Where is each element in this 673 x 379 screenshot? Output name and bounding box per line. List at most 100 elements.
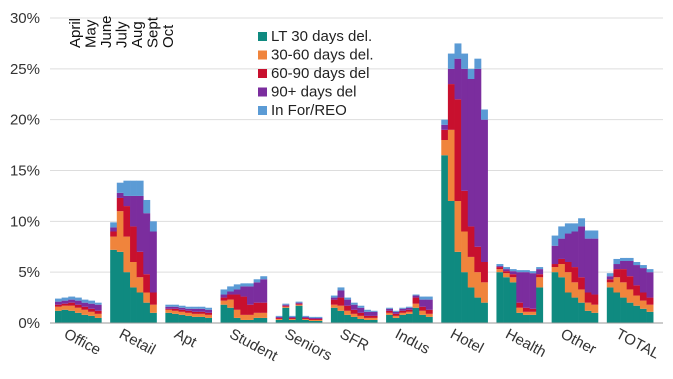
bar-seniors-april-in-for-reo — [275, 315, 283, 317]
bar-sfr-april-60-90-days-del — [330, 299, 338, 305]
bar-other-july-60-90-days-del — [571, 267, 579, 283]
bar-sfr-oct-90-days-del — [370, 311, 378, 316]
bar-retail-july-60-90-days-del — [130, 226, 137, 262]
bar-student-sept-lt-30-days-del — [253, 317, 261, 323]
bar-health-aug-90-days-del — [522, 272, 530, 308]
bar-sfr-aug-30-60-days-del — [357, 315, 365, 319]
bar-health-aug-lt-30-days-del — [522, 314, 530, 323]
bar-student-june-in-for-reo — [233, 284, 241, 290]
y-tick-label-15: 15% — [10, 163, 40, 180]
bar-apt-july-in-for-reo — [185, 306, 193, 309]
bar-retail-oct-30-60-days-del — [149, 304, 157, 313]
bar-other-april-60-90-days-del — [551, 264, 559, 268]
bar-other-sept-30-60-days-del — [584, 302, 592, 311]
bar-apt-june-in-for-reo — [178, 305, 186, 308]
bar-total-july-in-for-reo — [626, 257, 634, 261]
bar-other-july-90-days-del — [571, 231, 579, 268]
bar-office-april-90-days-del — [55, 301, 62, 305]
month-label-may: May — [83, 19, 100, 48]
bar-other-aug-30-60-days-del — [578, 289, 586, 303]
bar-hotel-june-60-90-days-del — [454, 99, 462, 201]
bar-student-july-in-for-reo — [240, 283, 248, 287]
bar-other-june-lt-30-days-del — [564, 292, 572, 323]
bar-hotel-aug-in-for-reo — [467, 68, 475, 79]
bar-office-may-90-days-del — [61, 300, 69, 304]
bar-office-sept-60-90-days-del — [88, 308, 96, 312]
bar-total-july-lt-30-days-del — [626, 302, 634, 323]
bar-other-july-lt-30-days-del — [571, 297, 579, 323]
bar-group-hotel — [441, 43, 488, 323]
bar-group-office — [55, 296, 102, 323]
bar-student-oct-60-90-days-del — [260, 302, 268, 313]
bar-hotel-july-90-days-del — [461, 68, 469, 191]
bar-sfr-sept-60-90-days-del — [364, 315, 371, 318]
bar-indus-july-in-for-reo — [405, 306, 413, 308]
bar-retail-sept-lt-30-days-del — [143, 302, 151, 323]
bar-seniors-sept-30-60-days-del — [308, 319, 316, 321]
legend-swatch-in-for-reo — [258, 106, 267, 115]
bar-office-june-90-days-del — [68, 299, 76, 303]
bar-other-aug-60-90-days-del — [578, 277, 586, 290]
bar-sfr-sept-in-for-reo — [364, 309, 371, 312]
bar-apt-june-30-60-days-del — [178, 311, 186, 315]
bar-group-health — [496, 264, 544, 323]
bar-indus-oct-lt-30-days-del — [425, 316, 433, 323]
bar-retail-april-30-60-days-del — [110, 236, 118, 250]
bar-indus-april-30-60-days-del — [386, 312, 394, 315]
bar-retail-april-lt-30-days-del — [110, 249, 118, 323]
bar-student-oct-in-for-reo — [260, 276, 268, 280]
bar-seniors-may-in-for-reo — [282, 303, 290, 305]
bar-seniors-july-60-90-days-del — [295, 303, 303, 305]
bar-indus-may-60-90-days-del — [392, 313, 400, 316]
bar-hotel-may-lt-30-days-del — [447, 201, 455, 323]
bar-retail-april-60-90-days-del — [110, 231, 118, 237]
x-category-label-sfr: SFR — [337, 326, 372, 355]
legend-swatch-30-60-days-del — [258, 50, 267, 60]
bar-office-may-lt-30-days-del — [61, 309, 69, 323]
bar-sfr-may-60-90-days-del — [337, 297, 345, 306]
legend-swatch-60-90-days-del — [258, 69, 267, 78]
bar-other-april-90-days-del — [551, 245, 559, 265]
legend-swatch-lt-30-days-del — [258, 32, 267, 41]
bar-office-april-in-for-reo — [55, 298, 62, 302]
bar-other-may-30-60-days-del — [558, 264, 566, 278]
bar-other-aug-90-days-del — [578, 226, 586, 278]
bar-indus-aug-60-90-days-del — [412, 297, 420, 304]
bar-health-sept-60-90-days-del — [529, 308, 537, 312]
bar-seniors-april-30-60-days-del — [275, 318, 283, 320]
bar-health-june-60-90-days-del — [509, 274, 517, 278]
bar-student-oct-lt-30-days-del — [260, 317, 268, 323]
bar-student-may-90-days-del — [227, 291, 235, 295]
bar-health-april-lt-30-days-del — [496, 272, 504, 323]
x-category-label-apt: Apt — [171, 326, 200, 352]
bar-indus-may-90-days-del — [392, 311, 400, 314]
bar-student-sept-90-days-del — [253, 282, 261, 303]
bar-office-july-in-for-reo — [74, 297, 82, 301]
bar-student-july-lt-30-days-del — [240, 319, 248, 323]
bar-health-may-lt-30-days-del — [503, 277, 510, 323]
bar-seniors-sept-90-days-del — [308, 317, 316, 319]
bar-seniors-oct-90-days-del — [315, 317, 323, 319]
bar-office-oct-60-90-days-del — [94, 310, 102, 314]
legend-label-60-90-days-del: 60-90 days del — [271, 65, 369, 82]
bar-total-sept-30-60-days-del — [639, 300, 647, 309]
bar-retail-sept-in-for-reo — [143, 199, 151, 214]
bar-health-may-60-90-days-del — [503, 271, 510, 274]
bar-sfr-july-60-90-days-del — [350, 309, 358, 314]
bar-apt-oct-90-days-del — [205, 309, 213, 313]
bar-retail-april-in-for-reo — [110, 222, 118, 228]
bar-sfr-may-90-days-del — [337, 290, 345, 298]
bar-apt-aug-in-for-reo — [191, 306, 199, 309]
bar-hotel-sept-lt-30-days-del — [474, 297, 482, 323]
bar-total-oct-30-60-days-del — [646, 304, 654, 312]
bar-total-oct-in-for-reo — [646, 269, 654, 273]
bar-other-oct-90-days-del — [591, 238, 599, 295]
bar-seniors-june-60-90-days-del — [288, 317, 296, 319]
x-category-label-hotel: Hotel — [447, 326, 486, 357]
bar-seniors-aug-in-for-reo — [302, 315, 310, 317]
bar-retail-june-lt-30-days-del — [123, 272, 131, 323]
bar-indus-april-lt-30-days-del — [386, 314, 394, 323]
y-tick-label-5: 5% — [18, 264, 40, 281]
bar-student-may-lt-30-days-del — [227, 307, 235, 323]
bar-apt-aug-90-days-del — [191, 308, 199, 312]
